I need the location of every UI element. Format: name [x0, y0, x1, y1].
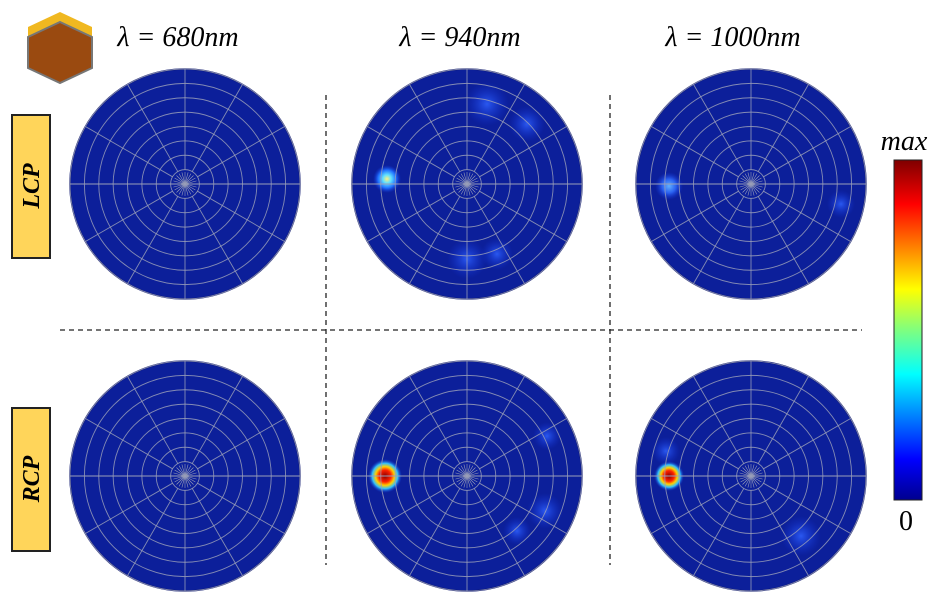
row-label: LCP: [19, 163, 45, 210]
polar-map: [636, 69, 866, 299]
hotspot: [503, 517, 531, 545]
polar-map: [636, 361, 866, 591]
hotspot: [465, 82, 509, 126]
hotspot: [509, 106, 545, 142]
row-label: RCP: [19, 455, 45, 503]
column-title: λ = 1000nm: [664, 22, 800, 53]
polar-map: [352, 69, 582, 299]
row-label-box: LCP: [12, 115, 50, 258]
hotspot: [781, 516, 821, 556]
polar-map: [352, 361, 582, 591]
polar-map: [70, 361, 300, 591]
column-title: λ = 940nm: [398, 22, 520, 53]
polar-map: [70, 69, 300, 299]
column-title: λ = 680nm: [116, 22, 238, 53]
row-label-box: RCP: [12, 408, 50, 551]
figure: λ = 680nm λ = 940nm λ = 1000nm LCP RCP m…: [0, 0, 940, 594]
colorbar-max: max: [881, 126, 928, 157]
colorbar: max 0: [881, 126, 928, 537]
hotspot: [527, 493, 563, 529]
colorbar-min: 0: [899, 506, 913, 537]
particle-icon: [28, 12, 92, 83]
